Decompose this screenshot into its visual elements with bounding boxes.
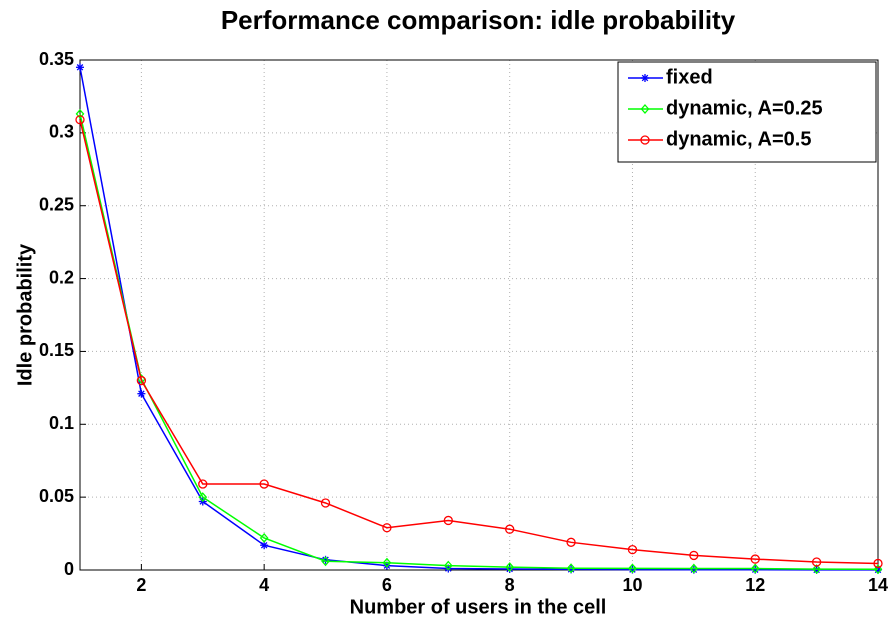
plot-frame xyxy=(79,59,879,571)
marker xyxy=(75,115,85,125)
marker xyxy=(628,563,637,574)
marker xyxy=(382,557,392,568)
marker-stroke xyxy=(641,74,649,82)
marker-stroke xyxy=(138,390,145,397)
marker xyxy=(75,108,85,119)
x-axis-label: Number of users in the cell xyxy=(350,596,607,618)
marker-stroke xyxy=(322,556,329,564)
marker-stroke xyxy=(76,64,84,71)
marker xyxy=(750,554,760,564)
marker xyxy=(382,523,392,533)
y-tick-label: 0.15 xyxy=(39,340,74,360)
legend-label: dynamic, A=0.25 xyxy=(666,97,823,119)
marker xyxy=(259,532,269,543)
marker xyxy=(443,560,453,571)
chart-title: Performance comparison: idle probability xyxy=(221,5,736,35)
x-tick-label: 8 xyxy=(505,575,515,595)
marker xyxy=(76,63,84,72)
y-tick-label: 0.2 xyxy=(49,267,74,287)
marker xyxy=(505,524,515,534)
legend-label: dynamic, A=0.5 xyxy=(666,128,811,150)
y-axis-label: Idle probability xyxy=(14,243,36,386)
series-line xyxy=(79,119,879,565)
marker xyxy=(750,563,760,574)
x-tick-label: 4 xyxy=(259,575,269,595)
marker xyxy=(640,104,650,114)
marker xyxy=(812,564,821,575)
marker xyxy=(260,541,269,550)
series-line xyxy=(79,113,879,571)
marker xyxy=(873,558,883,569)
marker xyxy=(505,562,515,573)
y-tick-label: 0.35 xyxy=(39,49,74,69)
legend-label: fixed xyxy=(666,66,713,88)
marker xyxy=(198,479,208,489)
marker-stroke xyxy=(260,541,268,549)
marker xyxy=(320,498,331,508)
marker xyxy=(198,492,208,503)
x-tick-label: 6 xyxy=(382,575,392,595)
y-tick-label: 0.1 xyxy=(49,413,74,433)
x-tick-label: 10 xyxy=(622,575,642,595)
marker xyxy=(321,556,330,567)
marker xyxy=(136,375,147,386)
marker xyxy=(566,563,576,574)
marker xyxy=(873,564,883,575)
marker xyxy=(640,135,650,145)
marker xyxy=(627,544,638,555)
series-line xyxy=(79,67,878,571)
y-tick-label: 0 xyxy=(64,559,74,579)
x-tick-label: 14 xyxy=(868,575,888,595)
marker xyxy=(641,74,649,82)
marker xyxy=(566,537,576,547)
marker xyxy=(811,557,822,567)
marker xyxy=(137,389,146,398)
y-tick-label: 0.3 xyxy=(49,122,74,142)
y-tick-label: 0.05 xyxy=(39,486,74,506)
marker xyxy=(689,550,699,561)
x-tick-label: 2 xyxy=(136,575,146,595)
y-tick-label: 0.25 xyxy=(39,194,74,214)
marker xyxy=(259,479,269,489)
marker xyxy=(689,563,699,574)
marker xyxy=(443,515,453,526)
x-tick-label: 12 xyxy=(745,575,765,595)
